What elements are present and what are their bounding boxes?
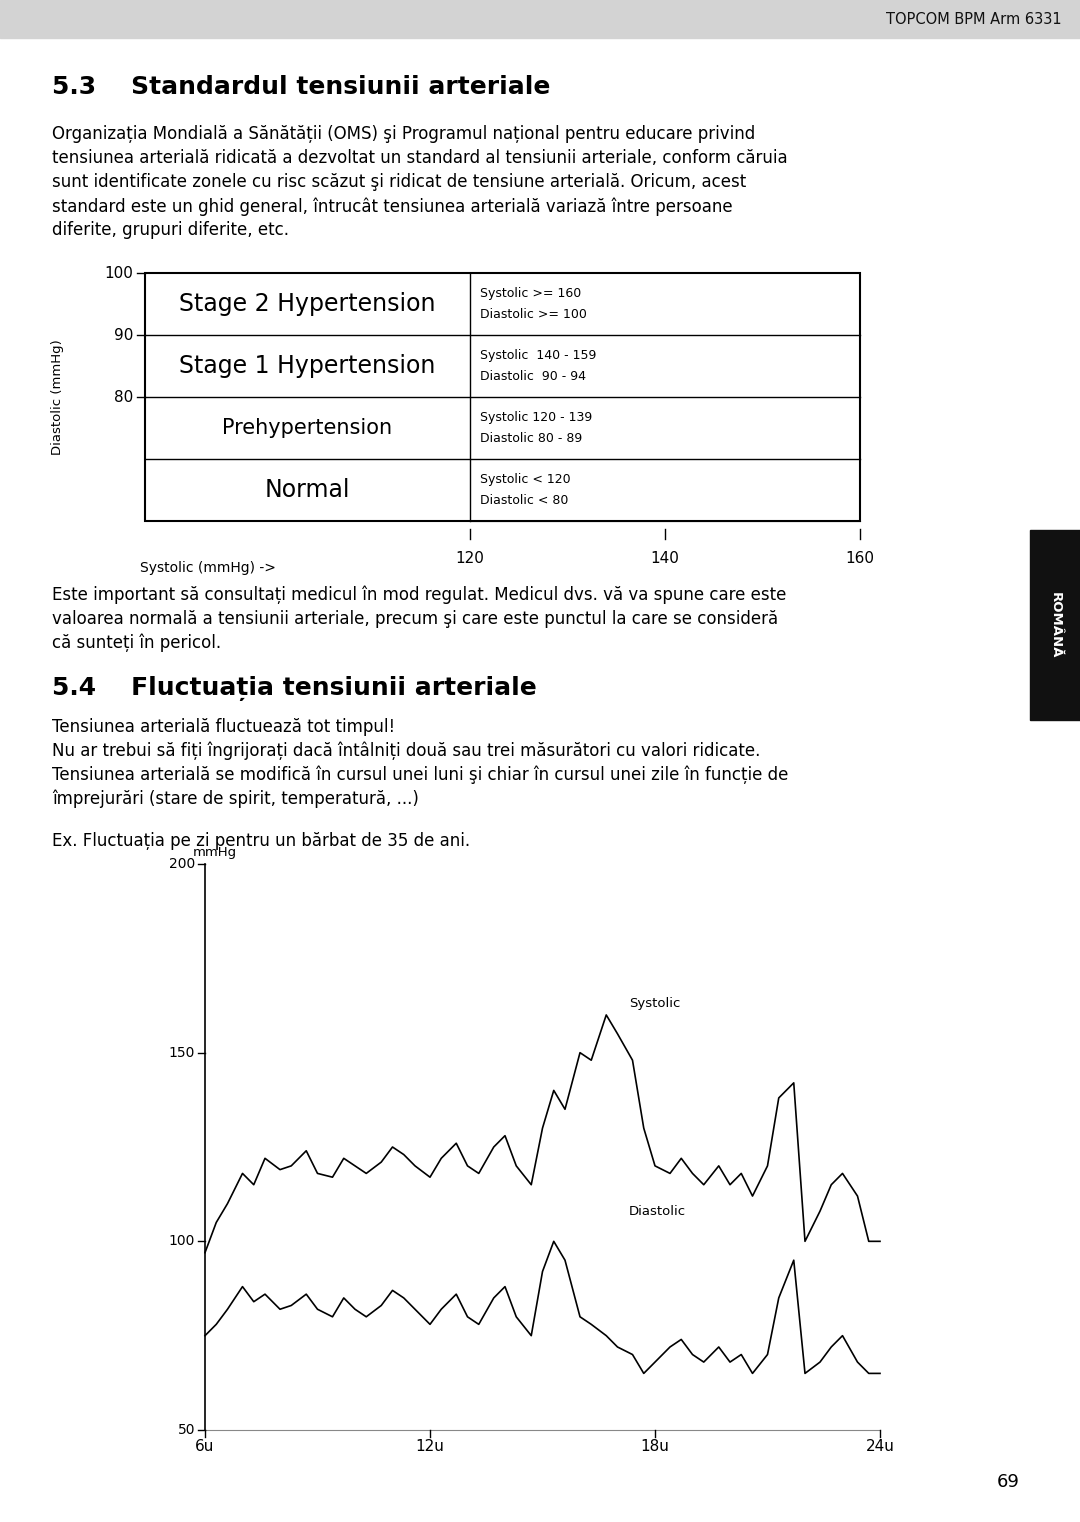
Text: Nu ar trebui să fiți îngrijorați dacă întâlniți două sau trei măsurători cu valo: Nu ar trebui să fiți îngrijorați dacă în… [52,743,760,761]
Text: Ex. Fluctuația pe zi pentru un bărbat de 35 de ani.: Ex. Fluctuația pe zi pentru un bărbat de… [52,833,470,849]
Text: 200: 200 [168,857,195,871]
Text: 5.3    Standardul tensiunii arteriale: 5.3 Standardul tensiunii arteriale [52,75,551,99]
Text: tensiunea arterială ridicată a dezvoltat un standard al tensiunii arteriale, con: tensiunea arterială ridicată a dezvoltat… [52,149,787,167]
Text: 6u: 6u [195,1438,215,1454]
Text: Systolic  140 - 159: Systolic 140 - 159 [480,350,596,362]
Bar [0,0,1080,38]
Text: ROMÂNĂ: ROMÂNĂ [1049,592,1062,658]
Text: 5.4    Fluctuația tensiunii arteriale: 5.4 Fluctuația tensiunii arteriale [52,676,537,702]
Text: 50: 50 [177,1423,195,1437]
Text: 69: 69 [997,1473,1020,1492]
Text: Tensiunea arterială fluctuează tot timpul!: Tensiunea arterială fluctuează tot timpu… [52,718,395,737]
Text: 150: 150 [168,1046,195,1059]
Text: împrejurări (stare de spirit, temperatură, ...): împrejurări (stare de spirit, temperatur… [52,790,419,808]
Text: 90: 90 [113,327,133,342]
Text: Diastolic 80 - 89: Diastolic 80 - 89 [480,432,582,444]
Text: Stage 2 Hypertension: Stage 2 Hypertension [179,292,435,317]
Text: 24u: 24u [865,1438,894,1454]
Text: valoarea normală a tensiunii arteriale, precum şi care este punctul la care se c: valoarea normală a tensiunii arteriale, … [52,610,778,629]
Text: Systolic >= 160: Systolic >= 160 [480,288,581,300]
Bar [145,272,860,521]
Text: 12u: 12u [416,1438,445,1454]
Text: Systolic < 120: Systolic < 120 [480,473,570,487]
Text: 140: 140 [650,551,679,566]
Text: Diastolic < 80: Diastolic < 80 [480,493,568,507]
Text: Systolic: Systolic [629,997,680,1011]
Text: Diastolic  90 - 94: Diastolic 90 - 94 [480,370,586,382]
Text: 18u: 18u [640,1438,670,1454]
Text: Este important să consultați medicul în mod regulat. Medicul dvs. vă va spune ca: Este important să consultați medicul în … [52,586,786,604]
Text: Normal: Normal [265,478,350,502]
Text: mmHg: mmHg [193,846,238,858]
Text: 160: 160 [846,551,875,566]
Text: sunt identificate zonele cu risc scăzut şi ridicat de tensiune arterială. Oricum: sunt identificate zonele cu risc scăzut … [52,174,746,190]
Text: că sunteți în pericol.: că sunteți în pericol. [52,635,221,653]
Text: Stage 1 Hypertension: Stage 1 Hypertension [179,355,435,377]
Text: 100: 100 [104,265,133,280]
Text: standard este un ghid general, întrucât tensiunea arterială variază între persoa: standard este un ghid general, întrucât … [52,196,732,216]
Text: Tensiunea arterială se modifică în cursul unei luni şi chiar în cursul unei zile: Tensiunea arterială se modifică în cursu… [52,766,788,784]
Text: Diastolic: Diastolic [629,1204,686,1218]
Text: Diastolic (mmHg): Diastolic (mmHg) [51,339,64,455]
Text: Prehypertension: Prehypertension [222,419,392,438]
Bar [1030,530,1080,720]
Text: 100: 100 [168,1234,195,1248]
Text: Diastolic >= 100: Diastolic >= 100 [480,307,586,321]
Text: Organizația Mondială a Sănătății (OMS) şi Programul național pentru educare priv: Organizația Mondială a Sănătății (OMS) ş… [52,125,755,143]
Text: Systolic (mmHg) ->: Systolic (mmHg) -> [140,562,275,575]
Text: Systolic 120 - 139: Systolic 120 - 139 [480,411,592,425]
Text: TOPCOM BPM Arm 6331: TOPCOM BPM Arm 6331 [887,12,1062,26]
Text: diferite, grupuri diferite, etc.: diferite, grupuri diferite, etc. [52,221,289,239]
Text: 120: 120 [456,551,485,566]
Text: 80: 80 [113,390,133,405]
